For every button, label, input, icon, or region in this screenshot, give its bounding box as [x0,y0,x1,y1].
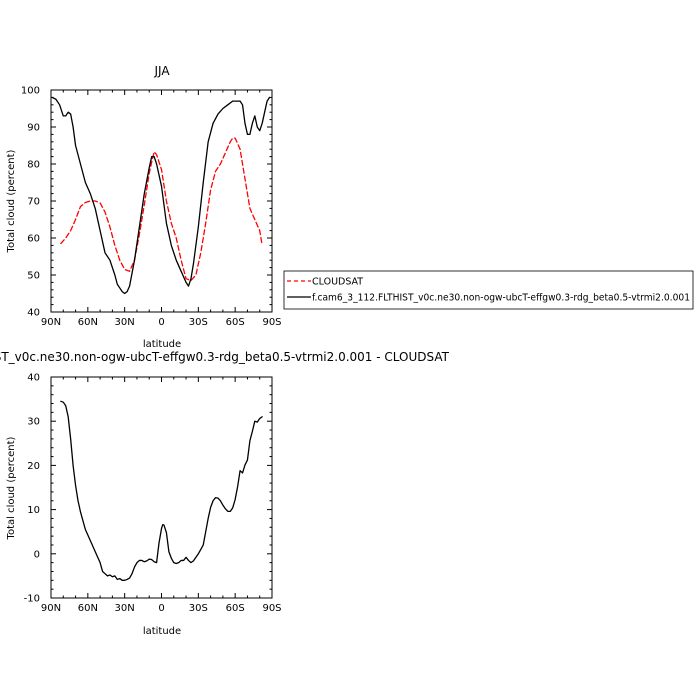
panel-bottom: f.cam6_3_112.FLTHIST_v0c.ne30.non-ogw-ub… [0,350,450,637]
chart2-y-tick-label: 0 [34,549,40,560]
chart1-x-tick-label: 60S [226,317,245,328]
chart2-tick-labels: 90N 60N 30N 0 30S 60S 90S -10 0 10 20 30 40 [24,373,282,615]
chart1-y-tick-label: 90 [27,123,40,134]
chart1-x-tick-label: 90S [262,317,281,328]
chart1-grid-ticks [50,89,273,313]
chart2-x-tick-label: 90N [41,603,61,614]
chart2-x-tick-label: 60N [78,603,98,614]
chart2-grid-ticks [50,376,273,599]
chart1-series-line-model [51,96,271,295]
chart2-x-tick-label: 30N [115,603,135,614]
legend-box [283,270,694,310]
chart2-y-tick-label: 40 [27,373,40,384]
chart2-y-tick-label: 10 [27,505,40,516]
chart2-x-axis-label: latitude [143,626,181,637]
chart2-y-tick-label: 20 [27,461,40,472]
chart2-x-tick-label: 90S [262,603,281,614]
chart1-plot-frame [50,89,273,313]
chart1-y-tick-label: 70 [27,197,40,208]
chart1-title: JJA [153,64,170,78]
chart2-y-tick-label: -10 [24,594,40,605]
chart1-x-tick-label: 60N [78,317,98,328]
chart2-plot-frame [50,376,273,599]
chart1-y-tick-label: 80 [27,160,40,171]
chart1-x-axis-label: latitude [143,339,181,350]
panel-top: JJA 90N 60N 30N 0 30S 60S 90S 40 50 60 70 80 90 100 l… [6,64,282,350]
chart1-y-tick-label: 100 [21,86,40,97]
chart2-x-tick-label: 60S [226,603,245,614]
chart2-series [60,400,263,581]
chart1-y-tick-label: 50 [27,271,40,282]
chart2-y-axis-label: Total cloud (percent) [6,436,17,540]
chart1-y-tick-label: 40 [27,308,40,319]
chart1-y-axis-label: Total cloud (percent) [6,149,17,253]
chart1-x-tick-label: 90N [41,317,61,328]
chart2-series-line-difference [60,400,263,581]
chart1-x-tick-label: 30N [115,317,135,328]
chart2-y-tick-label: 30 [27,417,40,428]
legend-label-cloudsat: CLOUDSAT [312,277,363,288]
chart1-x-tick-label: 30S [189,317,208,328]
chart1-x-tick-label: 0 [158,317,164,328]
chart1-y-tick-label: 60 [27,234,40,245]
chart1-series-line-cloudsat [60,137,263,282]
chart2-title: f.cam6_3_112.FLTHIST_v0c.ne30.non-ogw-ub… [0,350,450,364]
chart1-legend: CLOUDSAT f.cam6_3_112.FLTHIST_v0c.ne30.n… [283,270,694,310]
chart2-x-tick-label: 30S [189,603,208,614]
legend-label-model: f.cam6_3_112.FLTHIST_v0c.ne30.non-ogw-ub… [312,293,690,304]
chart1-tick-labels: 90N 60N 30N 0 30S 60S 90S 40 50 60 70 80 90 100 [21,86,282,329]
chart1-series [51,96,271,295]
chart2-x-tick-label: 0 [158,603,164,614]
